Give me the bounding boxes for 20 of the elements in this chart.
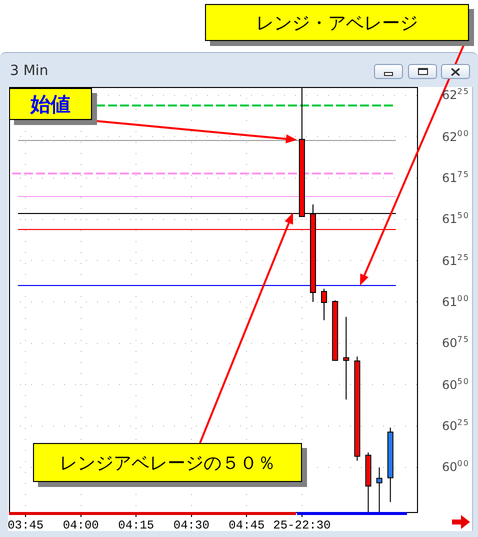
y-tick-label: 61$^{50}$ [442,211,470,226]
x-tick-label: 25-22:30 [273,518,331,532]
x-tick-label: 04:00 [62,518,99,532]
y-tick-label: 60$^{75}$ [442,335,470,350]
y-tick-label: 61$^{75}$ [442,170,470,185]
y-tick-label: 62$^{00}$ [442,128,470,144]
x-tick-label: 04:15 [118,518,154,532]
x-tick-label: 04:45 [228,518,265,532]
y-tick-label: 61$^{00}$ [442,294,470,309]
x-tick-label: 03:45 [8,518,44,532]
y-tick-label: 62$^{25}$ [442,87,470,102]
y-tick-label: 60$^{00}$ [442,459,470,474]
text: レンジ・アベレージ [256,12,418,34]
x-tick-label: 04:30 [173,518,210,532]
annotation: 始値 [30,90,70,118]
chart-title: 3 Min [10,62,48,80]
y-tick-label: 61$^{25}$ [442,252,470,268]
y-tick-label: 60$^{25}$ [442,418,470,433]
y-tick-label: 60$^{50}$ [442,376,470,392]
annotation: レンジアベレージの５０％ [60,452,276,474]
